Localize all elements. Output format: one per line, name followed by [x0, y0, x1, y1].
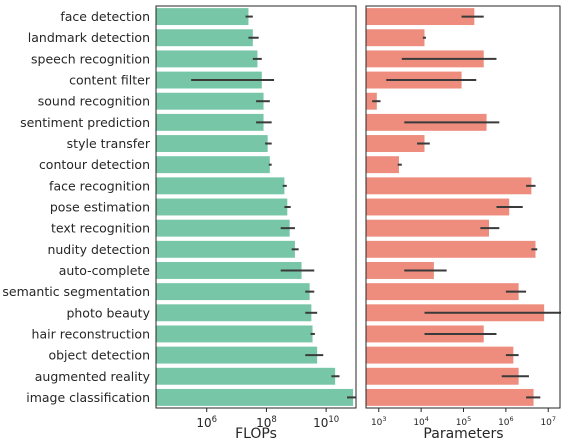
parameters-error-bars — [372, 15, 561, 399]
parameters-tick-label-1: 104 — [413, 415, 429, 428]
flops-tick-label-2: 1010 — [313, 415, 339, 430]
category-label-hair-reconstruction: hair reconstruction — [32, 326, 150, 341]
flops-bar-style-transfer — [156, 135, 268, 152]
flops-bar-contour-detection — [156, 156, 270, 174]
parameters-bar-pose-estimation — [366, 198, 510, 216]
flops-error-bars — [191, 15, 356, 399]
category-label-content-filter: content filter — [69, 73, 151, 88]
category-labels: face detection landmark detection speech r… — [2, 9, 150, 405]
flops-bar-speech-recognition — [156, 50, 258, 68]
category-label-text-recognition: text recognition — [51, 221, 150, 236]
flops-bar-hair-reconstruction — [156, 325, 313, 343]
parameters-bar-face-detection — [366, 8, 475, 26]
flops-bar-face-recognition — [156, 177, 285, 195]
flops-bar-auto-complete — [156, 262, 302, 279]
flops-tick-label-0: 106 — [196, 415, 217, 430]
flops-bar-object-detection — [156, 346, 318, 364]
flops-bar-nudity-detection — [156, 240, 295, 258]
flops-tick-label-1: 108 — [256, 415, 277, 430]
flops-axes-frame — [155, 5, 357, 409]
parameters-panel: 103 104 105 106 107 Parameters — [365, 5, 561, 442]
parameters-bar-contour-detection — [366, 156, 399, 174]
parameters-bar-face-recognition — [366, 177, 532, 195]
flops-bar-landmark-detection — [156, 29, 253, 47]
category-label-speech-recognition: speech recognition — [31, 51, 150, 66]
parameters-bar-semantic-segmentation — [366, 283, 519, 301]
parameters-tick-label-3: 106 — [498, 415, 514, 428]
parameters-bar-nudity-detection — [366, 240, 536, 258]
parameters-bars — [366, 8, 545, 406]
parameters-tick-label-0: 103 — [371, 415, 387, 428]
flops-bar-sound-recognition — [156, 92, 264, 110]
category-label-pose-estimation: pose estimation — [50, 200, 150, 215]
flops-bar-face-detection — [156, 8, 249, 26]
flops-x-ticks: 106 108 1010 — [196, 408, 339, 430]
category-label-sound-recognition: sound recognition — [38, 94, 150, 109]
flops-bar-pose-estimation — [156, 198, 288, 216]
flops-bar-augmented-reality — [156, 367, 336, 385]
parameters-bar-text-recognition — [366, 219, 490, 237]
flops-x-axis-label: FLOPs — [235, 426, 277, 442]
category-label-style-transfer: style transfer — [67, 136, 151, 151]
category-label-nudity-detection: nudity detection — [47, 242, 150, 257]
category-label-face-recognition: face recognition — [49, 178, 150, 193]
category-label-image-classification: image classification — [26, 390, 150, 405]
category-label-sentiment-prediction: sentiment prediction — [20, 115, 150, 130]
category-label-auto-complete: auto-complete — [59, 263, 151, 278]
category-label-object-detection: object detection — [48, 348, 150, 363]
parameters-bar-object-detection — [366, 346, 514, 364]
category-label-contour-detection: contour detection — [39, 157, 150, 172]
category-label-face-detection: face detection — [60, 9, 150, 24]
parameters-x-axis-label: Parameters — [423, 426, 503, 442]
category-label-semantic-segmentation: semantic segmentation — [2, 284, 150, 299]
flops-bar-semantic-segmentation — [156, 283, 310, 301]
parameters-bar-landmark-detection — [366, 29, 425, 47]
category-label-augmented-reality: augmented reality — [35, 369, 151, 384]
parameters-bar-style-transfer — [366, 135, 425, 152]
parameters-tick-label-4: 107 — [540, 415, 556, 428]
parameters-bar-image-classification — [366, 388, 534, 406]
parameters-bar-augmented-reality — [366, 367, 519, 385]
parameters-x-ticks: 103 104 105 106 107 — [371, 408, 556, 428]
category-label-photo-beauty: photo beauty — [66, 305, 150, 320]
parameters-tick-label-2: 105 — [456, 415, 472, 428]
flops-bar-text-recognition — [156, 219, 290, 237]
flops-bar-photo-beauty — [156, 304, 312, 322]
flops-bar-image-classification — [156, 388, 354, 406]
flops-bar-sentiment-prediction — [156, 113, 264, 131]
parameters-bar-auto-complete — [366, 262, 434, 279]
parameters-bar-sound-recognition — [366, 92, 377, 110]
category-label-landmark-detection: landmark detection — [28, 30, 150, 45]
flops-panel: 106 108 1010 FLOPs — [155, 5, 357, 442]
flops-bars — [156, 8, 354, 406]
